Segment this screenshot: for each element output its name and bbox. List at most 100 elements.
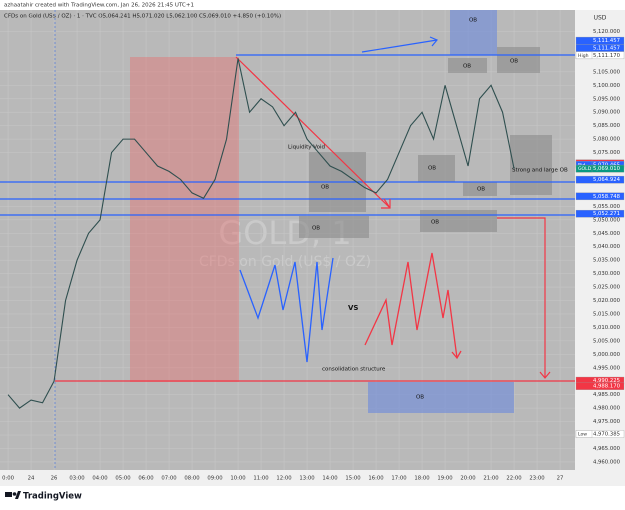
price-badge	[575, 209, 625, 218]
x-tick-label: 06:00	[138, 476, 154, 482]
y-tick-label: 5,095.000	[593, 96, 621, 102]
y-tick-label: 4,960.000	[593, 459, 621, 465]
y-tick-label: 4,975.000	[593, 419, 621, 425]
price-badge-label: 5,111.170	[593, 53, 621, 59]
x-tick-label: 05:00	[115, 476, 131, 482]
y-tick-label: 4,980.000	[593, 406, 621, 412]
price-badge-label: 5,111.457	[593, 45, 620, 51]
price-tag-label: Low	[578, 431, 587, 437]
labels: OB OB OB OB OB OB OB OB OB Liquidity Voi…	[288, 18, 568, 401]
ob-label: OB	[463, 64, 471, 70]
arrow-head	[429, 36, 438, 47]
y-tick-label: 5,005.000	[593, 338, 621, 344]
symbol-info: CFDs on Gold (US$ / OZ) · 1 · TVC O5,064…	[4, 14, 281, 20]
y-tick-label: 5,035.000	[593, 258, 621, 264]
y-tick-label: 5,090.000	[593, 110, 621, 116]
y-tick-label: 5,085.000	[593, 123, 621, 129]
y-tick-label: 4,965.000	[593, 446, 621, 452]
currency: USD	[594, 15, 607, 22]
y-tick-label: 5,015.000	[593, 311, 621, 317]
y-tick-label: 5,080.000	[593, 137, 621, 143]
x-tick-label: 14:00	[322, 476, 338, 482]
x-tick-label: 18:00	[414, 476, 430, 482]
y-tick-label: 5,045.000	[593, 231, 621, 237]
price-badge-label: 5,058.748	[593, 194, 621, 200]
ob-box	[418, 155, 455, 182]
arrow-head	[539, 371, 551, 379]
price-badge	[575, 382, 625, 390]
plot	[7, 58, 515, 409]
ob-box	[368, 382, 514, 413]
ob-label: OB	[469, 18, 477, 24]
time-axis	[0, 470, 625, 486]
footer: TradingView	[23, 492, 82, 502]
y-tick-label: 5,120.000	[593, 29, 621, 35]
x-tick-label: 22:00	[506, 476, 522, 482]
x-tick-label: 26	[51, 476, 58, 482]
zigzag	[239, 257, 334, 363]
y-tick-label: 5,055.000	[593, 204, 621, 210]
logo-mark	[12, 492, 17, 496]
x-tick-label: 21:00	[483, 476, 499, 482]
price-badge	[575, 175, 625, 184]
price-badge	[575, 192, 625, 201]
price-badge-label: 5,052.271	[593, 211, 620, 217]
strong-ob-label: Strong and large OB	[512, 168, 568, 174]
price-tag-label: High	[578, 53, 589, 59]
x-tick-label: 12:00	[276, 476, 292, 482]
price-tag	[575, 164, 593, 173]
ob-box	[299, 216, 369, 238]
ob-box	[510, 135, 552, 195]
ob-label: OB	[416, 395, 424, 401]
ob-box	[450, 10, 497, 55]
y-tick-label: 4,985.000	[593, 392, 621, 398]
price-tag-label: GOLD	[578, 166, 592, 172]
price-line	[7, 58, 515, 409]
y-tick-label: 5,100.000	[593, 83, 621, 89]
x-tick-label: 04:00	[92, 476, 108, 482]
arrow	[497, 217, 546, 378]
x-tick-label: 03:00	[69, 476, 85, 482]
price-badge-label: 5,064.924	[593, 177, 621, 183]
zigzag	[364, 252, 458, 359]
y-tick-label: 4,995.000	[593, 365, 621, 371]
price-tag	[575, 430, 593, 438]
ob-label: OB	[510, 59, 518, 65]
y-tick-label: 5,010.000	[593, 325, 621, 331]
y-tick-label: 5,020.000	[593, 298, 621, 304]
price-badge-label: 4,988.170	[593, 384, 621, 390]
x-tick-label: 10:00	[230, 476, 246, 482]
price-badge-label: 4,970.385	[593, 431, 620, 437]
ob-label: OB	[321, 185, 329, 191]
ob-box	[463, 182, 497, 196]
arrow	[361, 39, 438, 53]
x-tick-label: 0:00	[2, 476, 15, 482]
ob-label: OB	[477, 187, 485, 193]
x-tick-label: 19:00	[437, 476, 453, 482]
price-axis	[575, 10, 625, 470]
x-tick-label: 17:00	[391, 476, 407, 482]
y-tick-label: 5,025.000	[593, 285, 621, 291]
x-tick-label: 16:00	[368, 476, 384, 482]
logo-mark	[5, 492, 12, 497]
drawings	[0, 10, 575, 470]
x-tick-label: 09:00	[207, 476, 223, 482]
watermark-description: CFDs on Gold (US$ / OZ)	[199, 254, 371, 270]
ob-label: OB	[428, 166, 436, 172]
x-tick-label: 27	[557, 476, 564, 482]
y-tick-label: 5,105.000	[593, 69, 621, 75]
x-tick-label: 24	[28, 476, 35, 482]
footer-logo: TradingView	[5, 491, 82, 502]
price-badge-label: 5,069.010	[593, 166, 621, 172]
ob-label: OB	[431, 220, 439, 226]
y-tick-label: 5,030.000	[593, 271, 621, 277]
x-tick-label: 15:00	[345, 476, 361, 482]
price-badge-label: 5,111.457	[593, 38, 620, 44]
range-box	[130, 57, 239, 382]
x-tick-label: 07:00	[161, 476, 177, 482]
arrow-head	[381, 199, 391, 209]
y-tick-label: 5,040.000	[593, 244, 621, 250]
x-tick-label: 23:00	[529, 476, 545, 482]
y-tick-label: 5,050.000	[593, 217, 621, 223]
